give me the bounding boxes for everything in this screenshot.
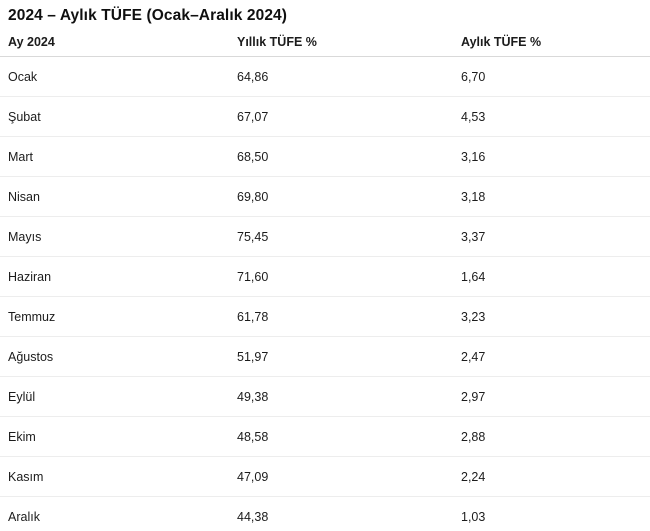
- cell-month: Ağustos: [0, 336, 229, 377]
- cell-annual-tufe: 49,38: [229, 376, 453, 417]
- column-header-annual-tufe: Yıllık TÜFE %: [229, 28, 453, 57]
- cell-month: Ekim: [0, 416, 229, 457]
- cell-month: Haziran: [0, 256, 229, 297]
- cell-monthly-tufe: 1,64: [453, 256, 650, 297]
- cell-monthly-tufe: 2,97: [453, 376, 650, 417]
- column-header-month: Ay 2024: [0, 28, 229, 57]
- cell-annual-tufe: 69,80: [229, 176, 453, 217]
- cell-annual-tufe: 64,86: [229, 56, 453, 97]
- cell-month: Kasım: [0, 456, 229, 497]
- cell-month: Aralık: [8, 509, 40, 524]
- cell-month: Nisan: [0, 176, 229, 217]
- cell-monthly-tufe: 3,16: [453, 136, 650, 177]
- cell-annual-tufe: 61,78: [229, 296, 453, 337]
- column-header-monthly-tufe: Aylık TÜFE %: [453, 28, 650, 57]
- table-header-row: Ay 2024 Yıllık TÜFE % Aylık TÜFE %: [0, 28, 650, 57]
- cell-annual-tufe: 51,97: [229, 336, 453, 377]
- cell-annual-tufe: 67,07: [229, 96, 453, 137]
- table-row: Mart 68,50 3,16: [0, 136, 650, 177]
- table-row: Mayıs 75,45 3,37: [0, 216, 650, 257]
- cell-annual-tufe: 75,45: [229, 216, 453, 257]
- table-row: Temmuz 61,78 3,23: [0, 296, 650, 337]
- cell-month: Ocak: [0, 56, 229, 97]
- cell-monthly-tufe: 3,37: [453, 216, 650, 257]
- tufe-table: Ay 2024 Yıllık TÜFE % Aylık TÜFE % Ocak 6…: [0, 28, 650, 531]
- cell-annual-tufe: 68,50: [229, 136, 453, 177]
- table-body: Ocak 64,86 6,70 Şubat 67,07 4,53 Mart 68,50 3,16…: [0, 56, 650, 531]
- table-row: Eylül 49,38 2,97: [0, 376, 650, 417]
- cell-month: Mayıs: [0, 216, 229, 257]
- cell-month: Şubat: [0, 96, 229, 137]
- table-row: Kasım 47,09 2,24: [0, 456, 650, 497]
- cell-monthly-tufe: 3,18: [453, 176, 650, 217]
- cell-month: Temmuz: [0, 296, 229, 337]
- cell-monthly-tufe: 2,47: [453, 336, 650, 377]
- cell-annual-tufe: 47,09: [229, 456, 453, 497]
- cell-monthly-tufe: 6,70: [453, 56, 650, 97]
- table-row: Haziran 71,60 1,64: [0, 256, 650, 297]
- table-row: Ağustos 51,97 2,47: [0, 336, 650, 377]
- cell-month: Mart: [0, 136, 229, 177]
- table-row: Nisan 69,80 3,18: [0, 176, 650, 217]
- table-row: Ocak 64,86 6,70: [0, 56, 650, 97]
- cell-monthly-tufe: 2,88: [453, 416, 650, 457]
- cell-monthly-tufe: 1,03: [461, 509, 486, 524]
- cell-monthly-tufe: 3,23: [453, 296, 650, 337]
- cell-monthly-tufe: 2,24: [453, 456, 650, 497]
- table-row: Şubat 67,07 4,53: [0, 96, 650, 137]
- cell-month: Eylül: [0, 376, 229, 417]
- table-row: Aralık 44,38 1,03: [0, 497, 650, 531]
- table-row: Ekim 48,58 2,88: [0, 416, 650, 457]
- cell-annual-tufe: 44,38: [237, 509, 269, 524]
- page-title: 2024 – Aylık TÜFE (Ocak–Aralık 2024): [8, 7, 288, 24]
- cell-annual-tufe: 48,58: [229, 416, 453, 457]
- cell-monthly-tufe: 4,53: [453, 96, 650, 137]
- cell-annual-tufe: 71,60: [229, 256, 453, 297]
